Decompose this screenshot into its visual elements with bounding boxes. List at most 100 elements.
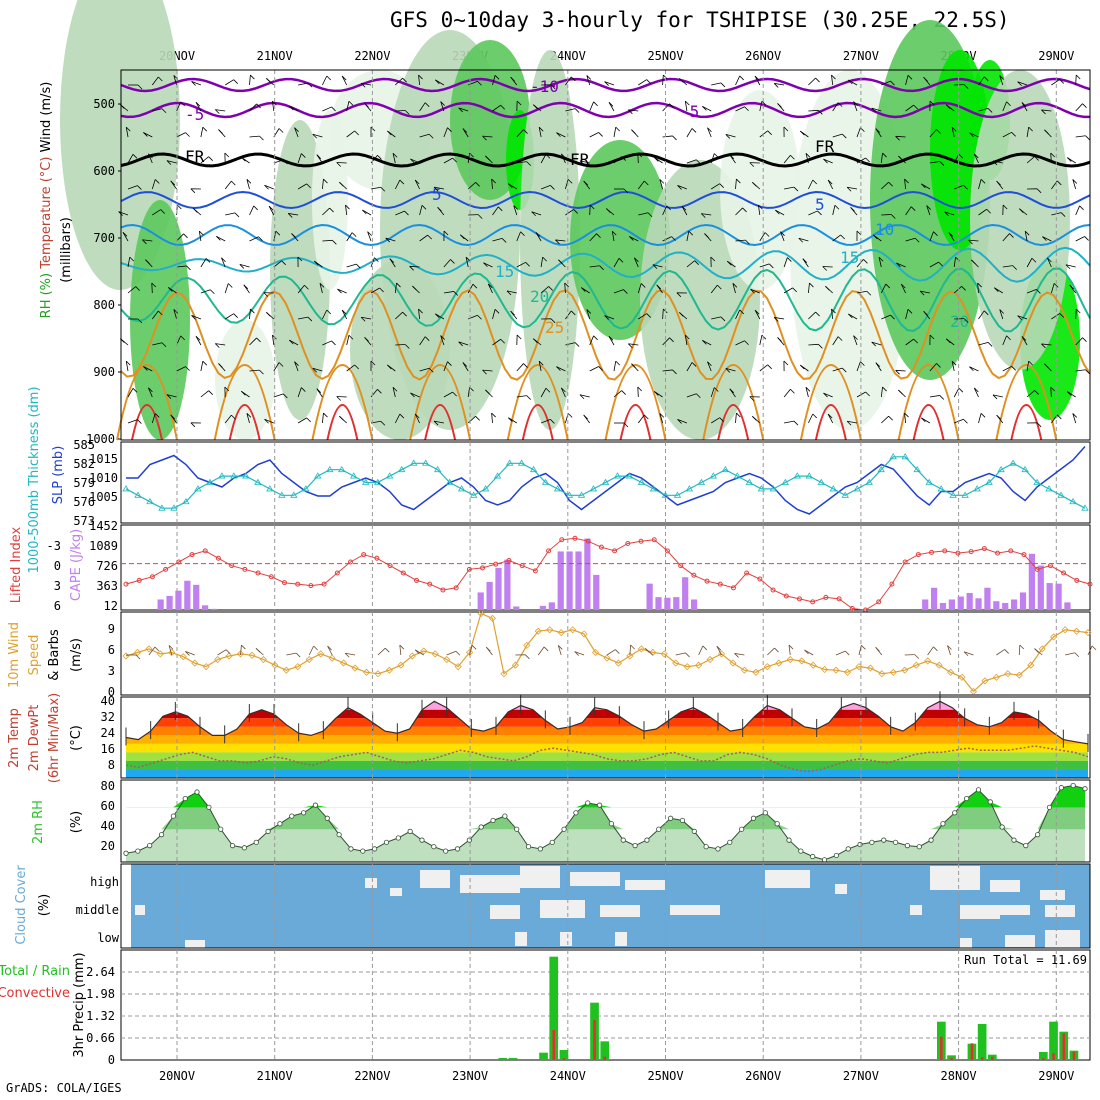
wind-barb [913,338,918,344]
wind-barb [414,413,420,424]
wind-barb [1002,101,1007,112]
surface-wind-barb [804,649,814,656]
wind-barb [272,101,275,112]
thickness-marker [673,491,682,498]
wind-speed-marker [947,668,955,676]
wind-barb [246,179,252,184]
surface-wind-barb [644,648,650,653]
wind-barb [195,101,201,107]
wind-barb [1009,233,1014,238]
contour-label: FR [570,150,590,169]
surface-wind-barb [788,644,794,650]
wind-barb [711,82,722,86]
li-marker [136,577,142,583]
wind-barb [808,283,810,294]
rh-shading [130,200,190,440]
wind-barb [978,76,985,86]
surface-wind-barb [702,645,708,651]
thickness-marker [529,465,538,473]
wind-barb [656,284,662,290]
wind-barb [586,309,591,320]
wind-label3-part: & Barbs [47,629,62,681]
wind-barb [304,284,309,290]
thickness-marker [469,491,478,498]
wind-barb [615,360,621,366]
thickness-marker [493,472,502,479]
wind-barb [469,152,474,158]
wind-barb [224,414,232,424]
wind-barb [506,290,512,296]
wind-barb [1059,79,1064,84]
wind-barb [968,239,979,242]
rh2m-marker [573,810,579,816]
contour-label: 5 [432,185,442,204]
date-label-top: 25NOV [647,49,683,63]
precip-bar [947,1055,956,1060]
wind-barb [593,335,598,341]
rh-shading [520,50,580,430]
wind-barb [808,109,819,112]
wind-barb [482,369,487,375]
wind-speed-marker [1027,661,1035,669]
wind-barb [467,182,476,190]
wind-barb [871,341,877,347]
wind-barb [389,258,395,263]
thickness-marker [877,465,885,473]
wind-barb [840,234,845,240]
wind-barb [696,159,701,165]
rh2m-marker [407,828,413,834]
thickness-marker [625,472,634,479]
thickness-marker [266,485,274,492]
thickness-marker [362,478,370,485]
rh2m-marker [845,846,851,852]
rh2m-marker [454,846,461,852]
wind-barb [394,413,401,424]
wind-barb [599,265,604,271]
wind-barb [717,284,722,290]
li-marker [849,606,855,612]
wind-barb [152,342,163,346]
wind-barb [896,262,906,268]
wind-barb [659,413,665,418]
wind-barb [719,417,724,422]
wind-barb [846,186,852,192]
wind-barb [1079,205,1084,211]
cape-bar [939,602,947,610]
thickness-marker [338,465,346,473]
wind-barb [691,362,697,367]
surface-wind-barb [154,646,160,652]
wind-barb [725,368,736,372]
wind-barb [596,233,601,238]
slp-axis-label-part: SLP (mb) [51,446,66,505]
cape-tick: 363 [96,579,118,593]
pressure-tick: 1000 [86,432,115,446]
rh2m-marker [490,817,496,824]
wind-barb [827,179,833,185]
wind-barb [176,101,182,112]
wind-barb [784,186,794,190]
wind-barb [467,387,470,398]
wind-barb [173,75,177,86]
wind-barb [202,126,208,132]
cape-tick: 12 [104,599,118,613]
thickness-marker [421,459,430,466]
wind-barb [132,154,138,159]
wind-barb [1019,208,1024,213]
li-marker [123,581,129,587]
wind-barb [560,387,566,398]
wind-barb [380,420,386,426]
rh2m-marker [360,848,366,854]
wind-speed-marker [580,630,588,638]
wind-barb [440,101,445,112]
thickness-marker [937,485,945,492]
surface-wind-barb [1074,652,1080,658]
wind-barb [322,207,330,216]
wind-barb [535,232,541,237]
wind-barb [881,214,892,216]
precip-conv-bar [1062,1033,1066,1060]
precip-axis-label: 3hr Precip (mm) [72,952,87,1057]
wind-barb [783,360,789,366]
wind-barb [1026,258,1033,268]
wind-barb [978,413,982,424]
li-marker [942,548,948,554]
